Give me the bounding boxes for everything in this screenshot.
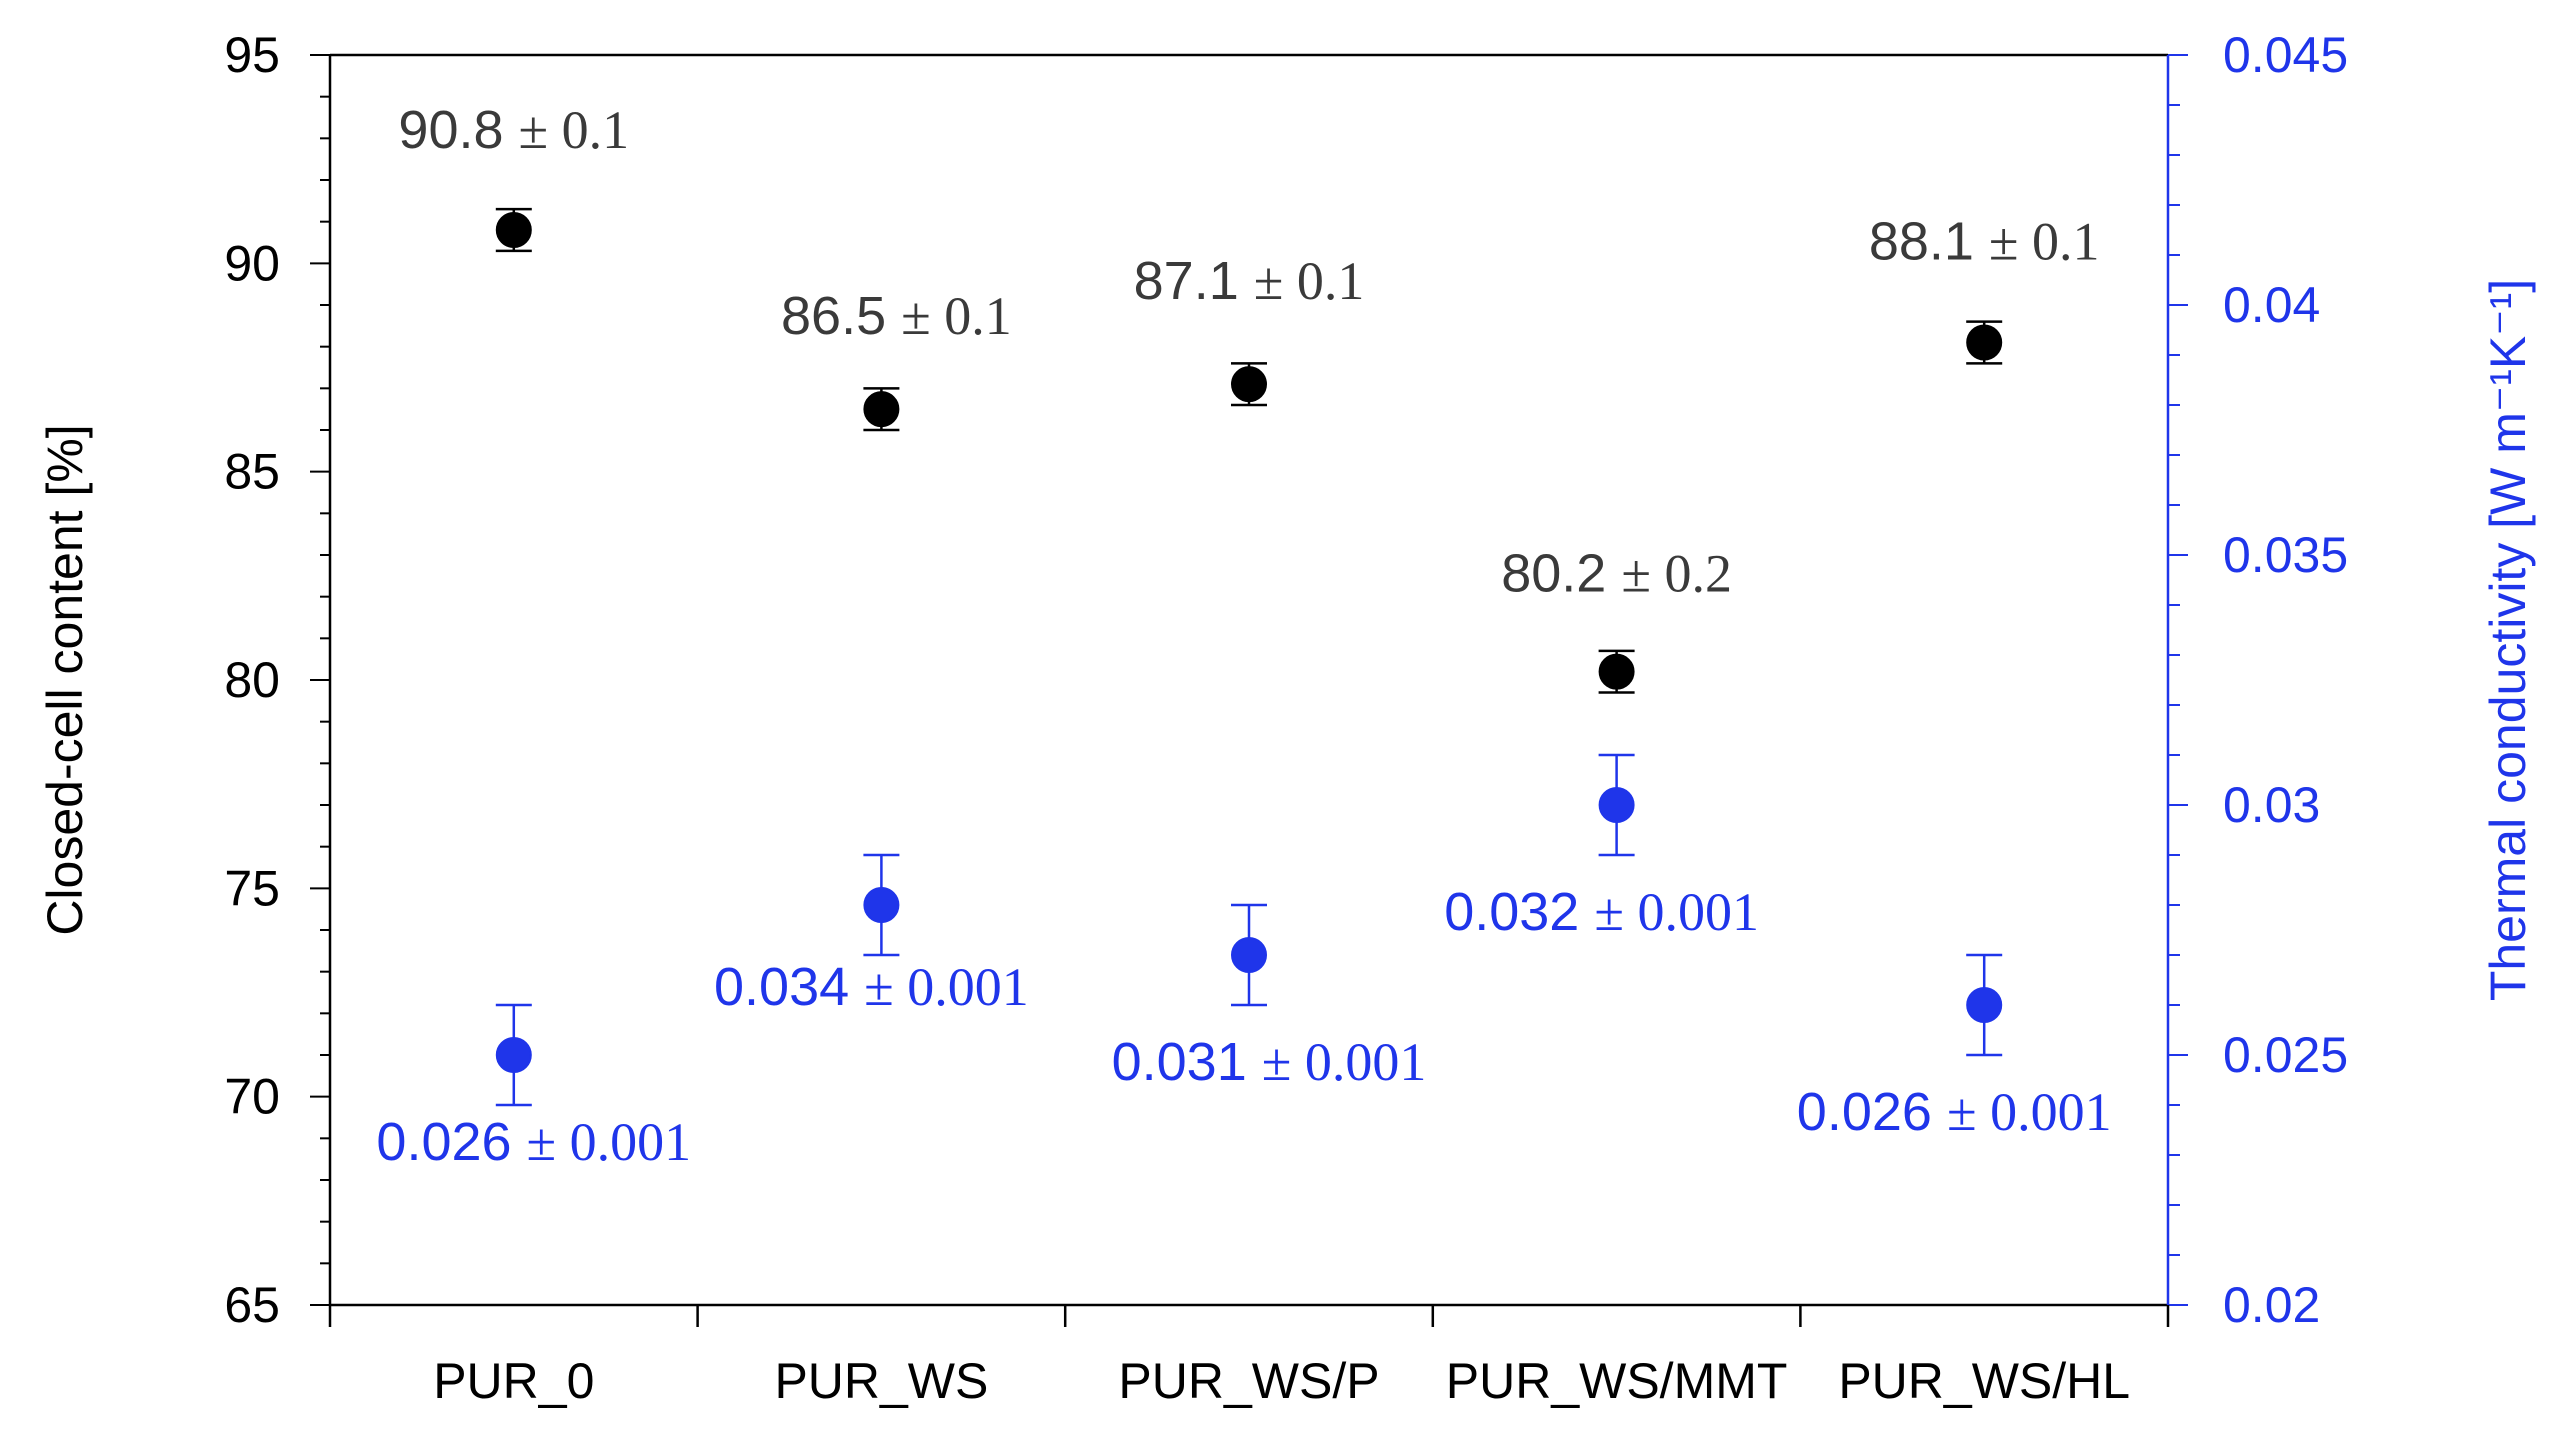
y-left-tick-label: 95 xyxy=(224,27,280,83)
y-right-tick-label: 0.035 xyxy=(2223,527,2348,583)
thermal-conductivity-data-label: 0.032 ± 0.001 xyxy=(1444,882,1759,942)
y-left-tick-label: 75 xyxy=(224,860,280,916)
closed-cell-point xyxy=(495,212,532,248)
closed-cell-data-label: 90.8 ± 0.1 xyxy=(398,100,629,160)
y-right-tick-label: 0.03 xyxy=(2223,777,2320,833)
thermal-conductivity-point xyxy=(1231,937,1267,973)
closed-cell-data-label: 80.2 ± 0.2 xyxy=(1501,544,1732,604)
thermal-conductivity-point xyxy=(495,1037,532,1073)
thermal-conductivity-data-label: 0.026 ± 0.001 xyxy=(1797,1082,2112,1142)
thermal-conductivity-point xyxy=(1598,787,1635,823)
thermal-conductivity-data-label: 0.031 ± 0.001 xyxy=(1112,1032,1427,1092)
closed-cell-data-label: 88.1 ± 0.1 xyxy=(1869,212,2100,272)
thermal-conductivity-point xyxy=(863,887,900,923)
y-left-tick-label: 65 xyxy=(224,1277,280,1333)
x-tick-label: PUR_WS xyxy=(774,1353,988,1409)
y2-axis-title: Thermal conductivity [W m⁻¹K⁻¹] xyxy=(2480,279,2536,1001)
closed-cell-data-label: 86.5 ± 0.1 xyxy=(781,286,1012,346)
y-left-tick-label: 85 xyxy=(224,444,280,500)
closed-cell-point xyxy=(1231,366,1267,403)
y-axis-title: Closed-cell content [%] xyxy=(37,424,93,935)
x-tick-label: PUR_WS/HL xyxy=(1838,1353,2130,1409)
y-right-tick-label: 0.025 xyxy=(2223,1027,2348,1083)
y-right-tick-label: 0.045 xyxy=(2223,27,2348,83)
y-left-tick-label: 70 xyxy=(224,1069,280,1125)
closed-cell-point xyxy=(1966,324,2003,361)
y-right-tick-label: 0.02 xyxy=(2223,1277,2320,1333)
y-left-tick-label: 90 xyxy=(224,235,280,291)
thermal-conductivity-point xyxy=(1966,987,2003,1023)
y-left-tick-label: 80 xyxy=(224,652,280,708)
closed-cell-data-label: 87.1 ± 0.1 xyxy=(1134,251,1365,311)
x-tick-label: PUR_WS/MMT xyxy=(1446,1353,1788,1409)
thermal-conductivity-data-label: 0.026 ± 0.001 xyxy=(376,1112,691,1172)
thermal-conductivity-data-label: 0.034 ± 0.001 xyxy=(714,957,1029,1017)
closed-cell-point xyxy=(863,391,900,428)
closed-cell-point xyxy=(1598,653,1635,690)
y-right-tick-label: 0.04 xyxy=(2223,277,2320,333)
x-tick-label: PUR_WS/P xyxy=(1118,1353,1379,1409)
x-tick-label: PUR_0 xyxy=(433,1353,594,1409)
